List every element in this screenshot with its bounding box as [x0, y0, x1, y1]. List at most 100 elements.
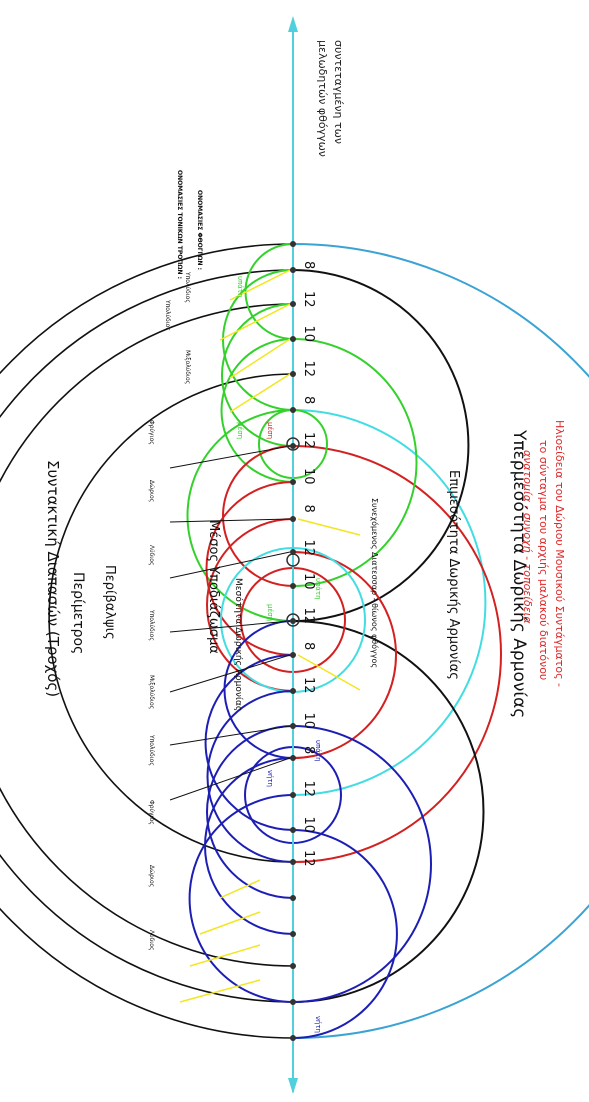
black-connector-5 — [169, 654, 291, 693]
arc-layer — [0, 243, 589, 1039]
title-line-3: ανατομία - συνοχή - τοποείδεια — [521, 450, 534, 624]
tag-mese-2: μέση — [266, 422, 274, 439]
yellow-connector-4 — [229, 373, 291, 413]
arc-label-mesos: Μέσος Υποδιάζωσμα — [206, 520, 221, 654]
tag-mese-1: μέση — [236, 422, 244, 439]
black-connector-1 — [169, 445, 291, 469]
blue-arc-4 — [206, 725, 294, 899]
note-node — [290, 443, 296, 449]
note-node — [290, 336, 296, 342]
ring-node-3 — [286, 613, 300, 627]
interval-number: 12 — [301, 850, 316, 867]
note-node — [290, 895, 296, 901]
note-node — [290, 479, 296, 485]
note-node — [290, 999, 296, 1005]
note-name: Υπολύδιος — [184, 271, 191, 303]
yellow-connector-3 — [229, 338, 291, 379]
yellow-connector-5 — [297, 518, 361, 536]
blue-arc-5 — [204, 757, 294, 935]
red-arc-1 — [222, 445, 294, 587]
arc-label-hypermesotes: Υπερμεσότητα Δωρικής Αρμονίας — [509, 429, 529, 718]
blue-arc-6 — [188, 794, 294, 1003]
arc-label-epimesotes: Επιμεσότητα Δωρικής Αρμονίας — [446, 470, 461, 680]
interval-number: 8 — [301, 505, 316, 513]
note-node — [290, 267, 296, 273]
note-node — [290, 618, 296, 624]
mesos-arc — [48, 373, 294, 863]
note-name: Λύδιος — [148, 930, 155, 950]
peribalpsis-arc — [0, 303, 294, 967]
note-node — [290, 583, 296, 589]
note-node — [290, 723, 296, 729]
interval-number: 12 — [301, 361, 316, 378]
title-line-2: το σύνταγμα του αρχιής μαλακού διατόνου — [537, 440, 550, 680]
note-name: Μιξολύδιος — [184, 350, 191, 384]
axis-arrow-bottom-icon — [288, 1078, 298, 1094]
axis-label-line-1: συντεταγμένη των — [332, 40, 345, 144]
arc-label-syntaktike: Συντακτική Διαπασών (Τροχός) — [44, 460, 62, 697]
tag-hypate-2: υπάτη — [314, 578, 322, 600]
black-connector-3 — [169, 551, 291, 579]
note-name: Υπολύδιος — [148, 734, 155, 766]
green-arc-1 — [244, 243, 294, 340]
blue-arc-2 — [204, 654, 294, 831]
black-connector-6 — [169, 725, 291, 746]
black-connector-7 — [169, 757, 291, 801]
note-name: Δώριος — [148, 480, 155, 502]
row-head-note-names: ΟΝΟΜΑΣΙΕΣ ΦΘΟΓΓΩΝ : — [196, 190, 203, 270]
axis-label-line-2: μελωδητών φθόγγων — [316, 40, 329, 157]
interval-number: 8 — [301, 642, 316, 650]
note-node — [290, 407, 296, 413]
note-node — [290, 755, 296, 761]
note-node — [290, 792, 296, 798]
interval-number: 8 — [301, 396, 316, 404]
note-node — [290, 963, 296, 969]
interval-number: 8 — [301, 261, 316, 269]
arc-label-synemmenos: Συνεχόμενος Διατεσσαρ - θίωνος φθόγγος — [370, 498, 380, 668]
yellow-connector-2 — [219, 303, 291, 341]
note-name: Μιξολύδιος — [148, 675, 155, 709]
note-node — [290, 859, 296, 865]
tag-nete-2: νήτη — [266, 770, 274, 787]
note-node — [290, 688, 296, 694]
interval-number: 12 — [301, 781, 316, 798]
interval-number: 10 — [301, 817, 316, 834]
hypermesotes-arc — [292, 243, 589, 1039]
interval-number: 12 — [301, 608, 316, 625]
note-nodes — [286, 241, 300, 1041]
arc-label-peribalpsis: Περίβαλψις — [102, 565, 117, 640]
arc-label-mesotes: Μεσότητα Δωρικής Αρμονίας — [233, 578, 244, 711]
note-name: Υπολύδιος — [148, 609, 155, 641]
note-node — [290, 241, 296, 247]
green-arc-5 — [292, 338, 418, 587]
interval-number: 8 — [301, 746, 316, 754]
arc-label-perimetros: Περίμετρος — [70, 572, 86, 654]
green-arc-4 — [220, 338, 294, 483]
yellow-connector-1 — [229, 269, 291, 301]
note-name: Φρύγιος — [148, 800, 155, 825]
note-name: Φρύγιος — [148, 420, 155, 445]
yellow-connector-8 — [199, 911, 261, 935]
axis-arrow-top-icon — [288, 16, 298, 32]
yellow-connector-6 — [297, 654, 361, 691]
synemmenos-arc-red — [292, 445, 502, 863]
tag-nete-3: νήτη — [314, 1016, 322, 1033]
epimesotes-arc — [292, 409, 487, 796]
note-name: Υπολύδιος — [164, 299, 171, 331]
note-name: Δώριος — [148, 865, 155, 887]
interval-number: 12 — [301, 540, 316, 557]
perimetros-arc — [0, 269, 294, 1003]
row-head-tonic-modes: ΟΝΟΜΑΣΙΕΣ ΤΟΝΙΚΩΝ ΤΡΟΠΩΝ : — [176, 170, 183, 279]
ring-node-1 — [286, 437, 300, 451]
interval-number: 10 — [301, 468, 316, 485]
red-arc-4 — [292, 551, 397, 759]
green-arc-2 — [222, 269, 294, 411]
tag-mese-3: μέση — [266, 604, 274, 621]
note-node — [290, 371, 296, 377]
note-name: Λύδιος — [148, 545, 155, 565]
red-arc-2 — [205, 481, 294, 656]
note-node — [290, 1035, 296, 1041]
tag-hypate-1: υπάτη — [236, 276, 244, 298]
interval-number: 12 — [301, 432, 316, 449]
blue-arc-8 — [292, 829, 398, 1039]
